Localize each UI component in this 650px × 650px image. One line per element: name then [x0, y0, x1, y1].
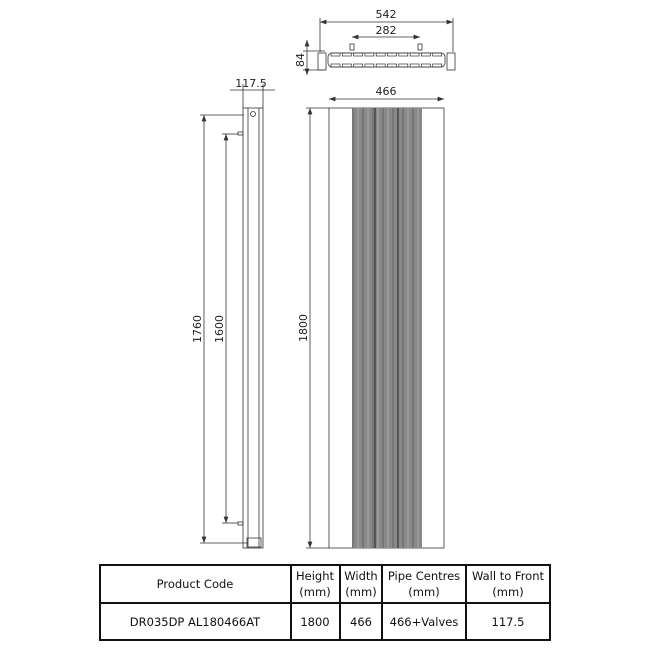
dim-label-542: 542	[376, 8, 397, 21]
top-fin	[353, 52, 363, 57]
top-fin	[375, 63, 386, 68]
dim-label-466: 466	[376, 85, 397, 98]
top-fin	[341, 63, 352, 68]
top-fin	[421, 52, 431, 57]
valve-right	[446, 52, 456, 71]
cell-wall-to-front: 117.5	[492, 615, 525, 629]
dim-label-1760: 1760	[191, 315, 204, 343]
top-fin	[409, 52, 420, 57]
header-pipe-centres: Pipe Centres	[388, 569, 460, 583]
dim-label-1800: 1800	[297, 314, 310, 342]
top-fin	[387, 63, 397, 68]
radiator-top-outline	[327, 52, 446, 68]
dim-label-117-5: 117.5	[235, 77, 267, 90]
cell-product-code: DR035DP AL180466AT	[130, 615, 261, 629]
top-fin	[330, 52, 341, 57]
dim-label-282: 282	[376, 24, 397, 37]
top-fin	[387, 52, 397, 57]
header-wall-to-front-unit: (mm)	[492, 585, 523, 599]
top-fin	[432, 63, 443, 68]
top-fin	[364, 52, 375, 57]
valve-side	[246, 537, 262, 548]
pipe-connector-left	[349, 43, 355, 51]
radiator-fin-panel	[352, 108, 422, 548]
header-pipe-centres-unit: (mm)	[408, 585, 439, 599]
front-view: 466 1800	[297, 85, 445, 549]
pipe-connector-right	[417, 43, 423, 51]
dim-label-84: 84	[294, 53, 307, 67]
top-fin	[341, 52, 352, 57]
header-product-code: Product Code	[157, 577, 234, 591]
header-height-unit: (mm)	[299, 585, 330, 599]
header-width-unit: (mm)	[345, 585, 376, 599]
valve-left	[317, 52, 327, 71]
top-fin	[375, 52, 386, 57]
spec-table: Product Code Height (mm) Width (mm) Pipe…	[99, 564, 551, 641]
dim-label-1600: 1600	[213, 315, 226, 343]
header-width: Width	[344, 569, 377, 583]
top-fin	[353, 63, 363, 68]
top-fin	[421, 63, 431, 68]
header-height: Height	[296, 569, 335, 583]
cell-pipe-centres: 466+Valves	[390, 615, 459, 629]
top-fin	[398, 63, 409, 68]
cell-width: 466	[350, 615, 372, 629]
wall-bracket-bottom	[237, 521, 244, 526]
top-fin	[409, 63, 420, 68]
wall-bracket-top	[237, 131, 244, 136]
cell-height: 1800	[300, 615, 329, 629]
side-view: 117.5 1760 1600	[191, 77, 275, 549]
top-view: 542 282 84	[294, 8, 456, 75]
radiator-side-outline	[242, 107, 264, 549]
top-fin	[398, 52, 409, 57]
top-fin	[432, 52, 443, 57]
header-wall-to-front: Wall to Front	[472, 569, 545, 583]
top-fin	[364, 63, 375, 68]
top-fin	[330, 63, 341, 68]
